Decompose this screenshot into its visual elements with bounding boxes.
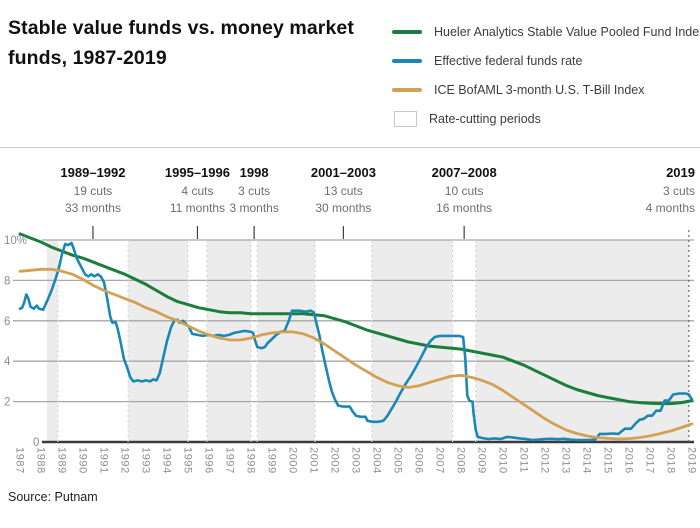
x-tick-label: 2000 bbox=[287, 447, 299, 474]
annotation-period: 2007–2008 bbox=[431, 165, 497, 180]
series-line bbox=[18, 241, 694, 442]
x-tick-label: 1991 bbox=[98, 447, 110, 474]
x-tick-label: 2005 bbox=[392, 447, 404, 474]
legend-label: Hueler Analytics Stable Value Pooled Fun… bbox=[434, 25, 700, 39]
x-tick-label: 1987 bbox=[14, 447, 26, 474]
annotation-period: 2019 bbox=[666, 165, 695, 180]
x-tick-label: 1997 bbox=[224, 447, 236, 474]
annotation-cuts: 3 cuts bbox=[662, 184, 695, 198]
annotation-cuts: 10 cuts bbox=[444, 184, 484, 198]
rate-cut-annotation: 1989–1992 19 cuts 33 months bbox=[60, 164, 125, 217]
x-tick-label: 2004 bbox=[371, 447, 383, 474]
annotation-duration: 11 months bbox=[169, 201, 226, 215]
annotation-period: 1995–1996 bbox=[164, 165, 230, 180]
annotation-duration: 33 months bbox=[64, 201, 121, 215]
x-tick-label: 2002 bbox=[329, 447, 341, 474]
x-tick-label: 2008 bbox=[455, 447, 467, 474]
x-tick-label: 2001 bbox=[308, 447, 320, 474]
x-tick-label: 2009 bbox=[476, 447, 488, 474]
x-tick-label: 2018 bbox=[665, 447, 677, 474]
legend-band-swatch bbox=[394, 111, 417, 127]
legend-label: ICE BofAML 3-month U.S. T-Bill Index bbox=[434, 83, 645, 97]
x-tick-label: 2014 bbox=[581, 447, 593, 474]
rate-cut-annotation: 2019 3 cuts 4 months bbox=[646, 164, 695, 217]
chart-title: Stable value funds vs. money market fund… bbox=[8, 17, 354, 70]
x-tick-label: 2019 bbox=[686, 447, 698, 474]
rate-cut-band bbox=[315, 240, 372, 442]
x-tick-label: 2017 bbox=[644, 447, 656, 474]
annotation-duration: 16 months bbox=[436, 201, 493, 215]
x-tick-label: 2003 bbox=[350, 447, 362, 474]
series-line bbox=[18, 232, 694, 406]
annotation-cuts: 4 cuts bbox=[181, 184, 214, 198]
x-tick-label: 2011 bbox=[518, 447, 530, 473]
x-tick-label: 2012 bbox=[539, 447, 551, 474]
annotation-cuts: 13 cuts bbox=[324, 184, 363, 198]
x-tick-label: 1994 bbox=[161, 447, 173, 474]
annotation-period: 2001–2003 bbox=[310, 165, 376, 180]
annotation-cuts: 19 cuts bbox=[73, 184, 113, 198]
rate-cut-band bbox=[188, 240, 207, 442]
annotation-cuts: 3 cuts bbox=[238, 184, 271, 198]
x-tick-label: 1988 bbox=[35, 447, 47, 474]
x-tick-label: 1996 bbox=[203, 447, 215, 474]
legend-line-swatch bbox=[392, 29, 422, 35]
x-tick-label: 1999 bbox=[266, 447, 278, 474]
legend-line-swatch bbox=[392, 87, 422, 93]
legend-item: ICE BofAML 3-month U.S. T-Bill Index bbox=[392, 80, 700, 100]
y-tick-label: 0 bbox=[33, 437, 39, 449]
legend-item: Rate-cutting periods bbox=[392, 109, 700, 129]
header-divider bbox=[0, 147, 700, 148]
x-tick-label: 1990 bbox=[77, 447, 89, 474]
rate-cut-annotation: 1998 3 cuts 3 months bbox=[229, 164, 278, 217]
annotation-duration: 3 months bbox=[229, 201, 279, 215]
x-tick-label: 2006 bbox=[413, 447, 425, 474]
rate-cut-band bbox=[688, 240, 694, 442]
annotation-period: 1989–1992 bbox=[60, 165, 126, 180]
x-tick-label: 2015 bbox=[602, 447, 614, 474]
y-tick-label: 2 bbox=[4, 397, 10, 409]
legend-label: Rate-cutting periods bbox=[429, 112, 541, 126]
legend: Hueler Analytics Stable Value Pooled Fun… bbox=[392, 22, 700, 129]
series-line bbox=[18, 267, 694, 441]
annotation-duration: 30 months bbox=[315, 201, 372, 215]
legend-line-swatch bbox=[392, 58, 422, 64]
legend-label: Effective federal funds rate bbox=[434, 54, 583, 68]
annotation-duration: 4 months bbox=[645, 201, 695, 215]
x-tick-label: 1995 bbox=[182, 447, 194, 474]
annotation-period: 1998 bbox=[239, 165, 269, 180]
x-tick-label: 2010 bbox=[497, 447, 509, 474]
rate-cut-annotation: 2001–2003 13 cuts 30 months bbox=[311, 164, 376, 217]
legend-item: Effective federal funds rate bbox=[392, 51, 700, 71]
y-tick-label: 4 bbox=[4, 356, 11, 368]
x-tick-label: 2013 bbox=[560, 447, 572, 474]
x-tick-label: 2016 bbox=[623, 447, 635, 474]
rate-cut-annotation: 1995–1996 4 cuts 11 months bbox=[165, 164, 230, 217]
x-tick-label: 1998 bbox=[245, 447, 257, 474]
y-tick-label: 8 bbox=[4, 275, 10, 287]
x-tick-label: 1989 bbox=[56, 447, 68, 474]
rate-cut-annotation: 2007–2008 10 cuts 16 months bbox=[432, 164, 497, 217]
x-tick-label: 1993 bbox=[140, 447, 152, 474]
legend-item: Hueler Analytics Stable Value Pooled Fun… bbox=[392, 22, 700, 42]
source-note: Source: Putnam bbox=[8, 490, 98, 504]
y-tick-label: 6 bbox=[4, 316, 10, 328]
x-tick-label: 1992 bbox=[119, 447, 131, 474]
x-tick-label: 2007 bbox=[434, 447, 446, 474]
y-tick-label: 10% bbox=[4, 235, 27, 247]
